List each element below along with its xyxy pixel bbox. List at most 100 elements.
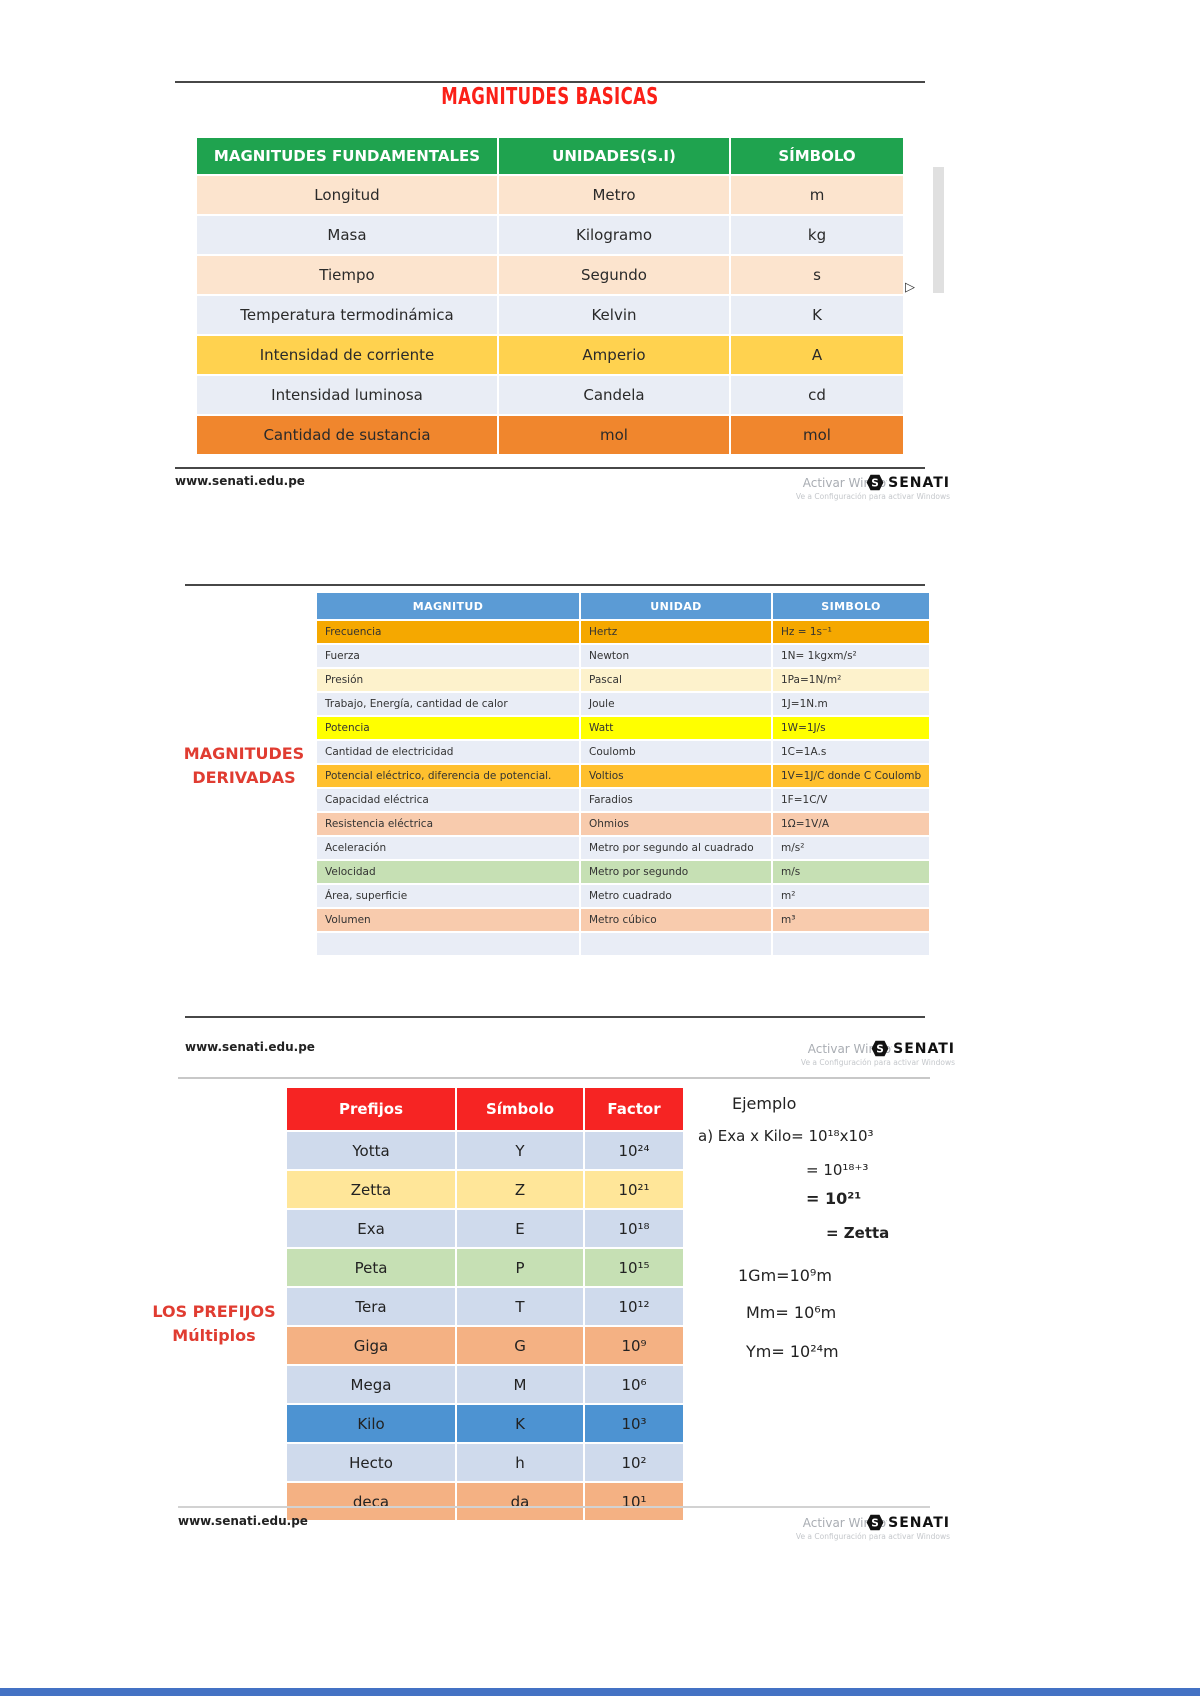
column-header: MAGNITUDES FUNDAMENTALES [197,138,497,174]
table-cell: Hecto [349,1453,393,1472]
slide2-footer: www.senati.edu.pe Activar Windows S SENA… [185,1040,955,1067]
slide3-side-label: LOS PREFIJOS Múltiplos [148,1300,280,1348]
table-cell: T [515,1297,525,1316]
table-header-row: MAGNITUDES FUNDAMENTALES UNIDADES(S.I) S… [197,138,903,174]
activate-windows-subtext: Ve a Configuración para activar Windows [795,492,950,501]
table-row: Resistencia eléctrica Ohmios 1Ω=1V/A [317,813,929,835]
table-cell: 1F=1C/V [781,794,828,806]
slide2-footer-rule [185,1016,925,1018]
table-cell: Volumen [325,914,371,926]
table-cell: Voltios [589,770,624,782]
table-row: Peta P 10¹⁵ [287,1249,683,1286]
table-cell: Potencial eléctrico, diferencia de poten… [325,770,552,782]
table-cell: h [515,1453,525,1472]
slide3-top-rule [178,1077,930,1079]
table-cell: Metro por segundo [589,866,689,878]
table-cell: Capacidad eléctrica [325,794,429,806]
table-cell: Faradios [589,794,633,806]
table-row: Presión Pascal 1Pa=1N/m² [317,669,929,691]
table-row: Frecuencia Hertz Hz = 1s⁻¹ [317,621,929,643]
table-cell: 10¹⁵ [618,1258,650,1277]
pointer-cursor-icon: ▷ [905,280,915,295]
slide1-footer-rule [175,467,925,469]
brand-name: SENATI [887,474,950,491]
table-cell: Z [514,1180,526,1199]
slide3-footer: www.senati.edu.pe Activar Windows S SENA… [178,1514,950,1541]
table-row: Potencial eléctrico, diferencia de poten… [317,765,929,787]
table-cell: Newton [589,650,630,662]
table-cell: A [811,346,823,364]
table-row: Kilo K 10³ [287,1405,683,1442]
table-row: Exa E 10¹⁸ [287,1210,683,1247]
label-line: DERIVADAS [192,768,296,787]
table-cell: m/s² [781,842,805,854]
table-cell: Mega [350,1375,392,1394]
table-cell: Tiempo [319,266,375,284]
table-cell: Joule [589,698,615,710]
table-cell: Hz = 1s⁻¹ [781,626,832,638]
window-edge-bar [0,1688,1200,1696]
table-row: Masa Kilogramo kg [197,216,903,254]
magnitudes-fundamentales-table: MAGNITUDES FUNDAMENTALES UNIDADES(S.I) S… [195,136,905,456]
brand-name: SENATI [892,1040,955,1057]
table-cell: 10²⁴ [618,1141,650,1160]
table-cell: 10¹² [618,1297,650,1316]
example-line: Ym= 10²⁴m [746,1342,839,1361]
svg-text:S: S [876,1043,884,1055]
table-cell: Peta [354,1258,388,1277]
table-cell: 1Ω=1V/A [781,818,830,830]
table-cell: Exa [357,1219,385,1238]
table-row: Intensidad de corriente Amperio A [197,336,903,374]
table-cell: kg [807,226,827,244]
table-cell: 10² [621,1453,647,1472]
table-cell: Intensidad luminosa [271,386,423,404]
table-row: Cantidad de electricidad Coulomb 1C=1A.s [317,741,929,763]
table-cell: Resistencia eléctrica [325,818,434,830]
senati-logo-icon: S [866,1514,884,1531]
table-cell: Presión [325,674,364,686]
table-row: Velocidad Metro por segundo m/s [317,861,929,883]
table-cell: Cantidad de electricidad [325,746,454,758]
table-cell: Ohmios [589,818,629,830]
table-cell: Potencia [325,722,370,734]
table-row: Potencia Watt 1W=1J/s [317,717,929,739]
table-cell: Tera [355,1297,387,1316]
label-line: MAGNITUDES [183,744,305,763]
column-header: SIMBOLO [773,593,929,619]
table-cell: Kilogramo [575,226,653,244]
brand-block: Activar Windows S SENATI Ve a Configurac… [796,1514,950,1541]
table-cell: Temperatura termodinámica [240,306,454,324]
table-cell: Candela [583,386,645,404]
table-cell: Y [515,1141,525,1160]
table-cell: Intensidad de corriente [259,346,435,364]
slide3-footer-rule [178,1506,930,1508]
table-row: Zetta Z 10²¹ [287,1171,683,1208]
table-row: Mega M 10⁶ [287,1366,683,1403]
table-cell: Giga [353,1336,389,1355]
table-cell: G [514,1336,526,1355]
table-cell: Fuerza [325,650,360,662]
example-line: = 10¹⁸⁺³ [806,1161,869,1179]
table-cell [773,933,929,955]
table-row: Capacidad eléctrica Faradios 1F=1C/V [317,789,929,811]
column-header: MAGNITUD [317,593,579,619]
table-cell: Segundo [581,266,647,284]
footer-url: www.senati.edu.pe [175,474,305,488]
table-cell: K [515,1414,525,1433]
table-cell [317,933,579,955]
brand-block: Activar Windows S SENATI Ve a Configurac… [801,1040,955,1067]
table-cell: 1C=1A.s [781,746,827,758]
table-cell: Kilo [357,1414,385,1433]
senati-logo-icon: S [871,1040,889,1057]
table-cell: Amperio [582,346,646,364]
table-cell: mol [600,426,628,444]
column-header: Factor [585,1088,683,1130]
table-cell: Hertz [589,626,618,638]
table-cell: Metro cúbico [589,914,657,926]
activate-windows-subtext: Ve a Configuración para activar Windows [795,1532,950,1541]
table-row: Fuerza Newton 1N= 1kgxm/s² [317,645,929,667]
table-cell: M [513,1375,527,1394]
table-cell: Yotta [352,1141,390,1160]
table-cell [581,933,771,955]
example-line: = Zetta [826,1224,890,1242]
